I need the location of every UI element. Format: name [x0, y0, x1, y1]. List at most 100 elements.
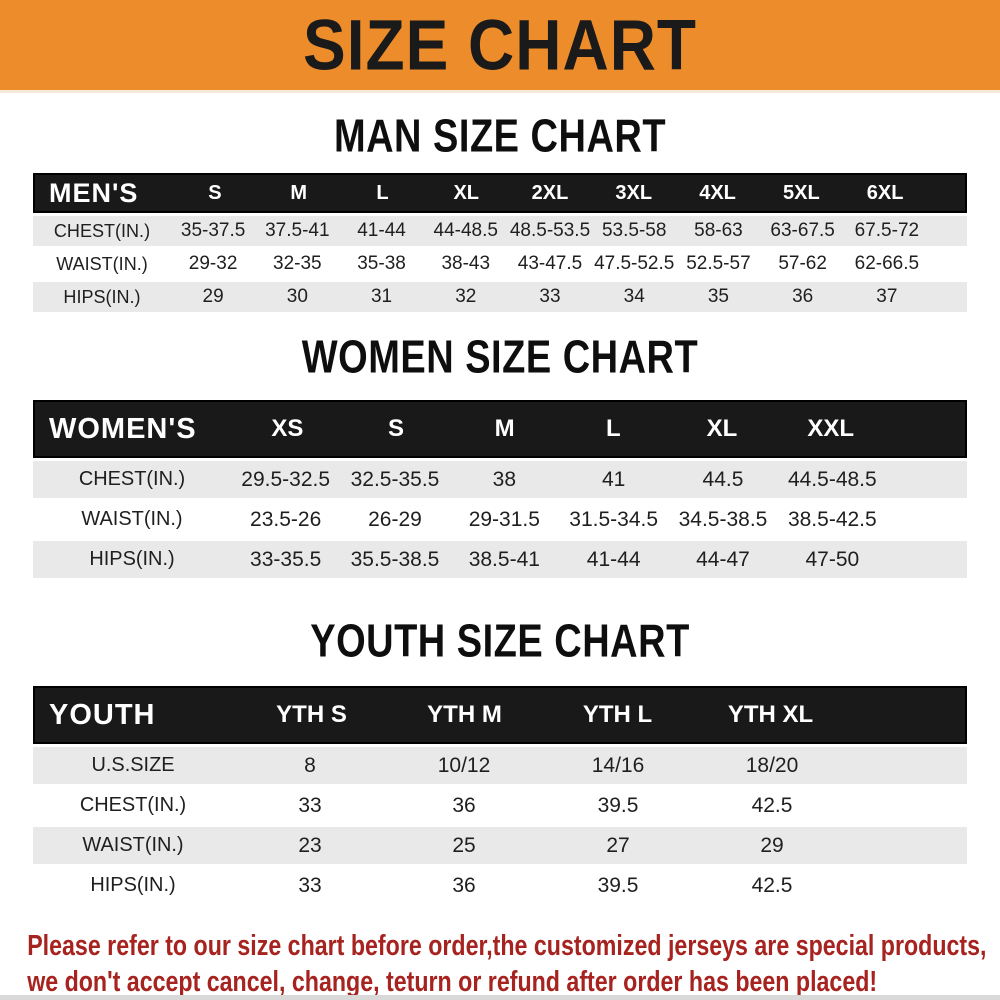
youth-table-header: YOUTH YTH S YTH M YTH L YTH XL [33, 686, 967, 744]
women-section-title: WOMEN SIZE CHART [301, 332, 699, 384]
footer-note-line2: we don't accept cancel, change, teturn o… [27, 966, 878, 998]
women-table-header: WOMEN'S XS S M L XL XXL [33, 400, 967, 458]
men-row-waist-in: WAIST(IN.) 29-32 32-35 35-38 38-43 43-47.5 47.… [33, 249, 967, 279]
youth-col-yth-m: YTH M [427, 701, 502, 728]
youth-chest-in-yth-m: 36 [452, 793, 476, 817]
youth-row-chest-in: CHEST(IN.) 33 36 39.5 42.5 [33, 787, 967, 824]
men-waist-in-l: 35-38 [357, 253, 406, 274]
bottom-edge-strip [0, 995, 1000, 1000]
men-chest-in-3xl: 53.5-58 [601, 220, 667, 241]
men-chest-in-5xl: 63-67.5 [770, 220, 835, 241]
men-hips-in-6xl: 37 [876, 286, 898, 307]
women-hips-in-l: 41-44 [586, 547, 641, 571]
men-waist-in-xl: 38-43 [441, 253, 491, 274]
men-section: MAN SIZE CHART MEN'S S M L XL 2XL 3XL 4XL 5XL 6XL… [0, 111, 1000, 312]
men-col-3xl: 3XL [615, 181, 653, 204]
women-col-l: L [605, 415, 621, 442]
women-chest-in-xl: 44.5 [702, 467, 744, 491]
women-chest-in-xs: 29.5-32.5 [241, 467, 331, 491]
women-header-label: WOMEN'S [49, 412, 197, 445]
youth-u-s-size-yth-m: 10/12 [437, 753, 491, 777]
youth-row-label-u-s-size: U.S.SIZE [91, 754, 175, 776]
women-col-s: S [387, 415, 404, 442]
youth-col-yth-xl: YTH XL [727, 701, 814, 728]
men-waist-in-3xl: 47.5-52.5 [594, 253, 675, 274]
youth-header-label: YOUTH [49, 698, 156, 731]
women-chest-in-l: 41 [601, 467, 626, 491]
men-waist-in-m: 32-35 [273, 253, 322, 274]
footer-note: Please refer to our size chart before or… [0, 928, 987, 1000]
women-row-chest-in: CHEST(IN.) 29.5-32.5 32.5-35.5 38 41 44.5 44.5… [33, 461, 967, 498]
women-hips-in-xxl: 47-50 [805, 547, 860, 571]
women-col-xxl: XXL [807, 415, 854, 442]
youth-row-label-hips-in: HIPS(IN.) [90, 874, 176, 896]
women-hips-in-xl: 44-47 [696, 547, 750, 571]
youth-waist-in-yth-m: 25 [452, 833, 476, 857]
men-col-6xl: 6XL [866, 181, 904, 204]
men-col-2xl: 2XL [531, 181, 569, 204]
men-waist-in-5xl: 57-62 [778, 253, 827, 274]
men-hips-in-s: 29 [202, 286, 224, 307]
youth-hips-in-yth-s: 33 [298, 873, 322, 897]
women-chest-in-s: 32.5-35.5 [350, 467, 440, 491]
men-row-label-hips-in: HIPS(IN.) [63, 286, 141, 307]
men-col-xl: XL [453, 181, 479, 204]
men-waist-in-4xl: 52.5-57 [686, 253, 751, 274]
men-table-header: MEN'S S M L XL 2XL 3XL 4XL 5XL 6XL [33, 173, 967, 213]
men-hips-in-4xl: 35 [707, 286, 729, 307]
men-hips-in-xl: 32 [455, 286, 477, 307]
youth-waist-in-yth-l: 27 [606, 833, 630, 857]
men-chest-in-2xl: 48.5-53.5 [509, 220, 591, 241]
women-chest-in-m: 38 [492, 467, 516, 491]
women-chest-in-xxl: 44.5-48.5 [787, 467, 877, 491]
women-col-xs: XS [271, 415, 304, 442]
men-hips-in-2xl: 33 [539, 286, 561, 307]
men-row-label-chest-in: CHEST(IN.) [53, 220, 151, 241]
women-hips-in-s: 35.5-38.5 [350, 547, 440, 571]
women-col-m: M [494, 415, 515, 442]
women-table-body: CHEST(IN.) 29.5-32.5 32.5-35.5 38 41 44.5 44.5… [33, 461, 967, 578]
men-waist-in-2xl: 43-47.5 [517, 253, 583, 274]
youth-row-label-chest-in: CHEST(IN.) [79, 794, 187, 816]
men-col-l: L [376, 181, 389, 204]
men-chest-in-xl: 44-48.5 [433, 220, 498, 241]
men-section-title: MAN SIZE CHART [333, 111, 667, 163]
youth-hips-in-yth-m: 36 [452, 873, 476, 897]
youth-u-s-size-yth-s: 8 [304, 753, 316, 777]
men-chest-in-6xl: 67.5-72 [854, 220, 920, 241]
footer-note-line1: Please refer to our size chart before or… [27, 930, 987, 962]
men-chest-in-l: 41-44 [357, 220, 406, 241]
women-waist-in-s: 26-29 [368, 507, 422, 531]
youth-table-body: U.S.SIZE 8 10/12 14/16 18/20 CHEST(IN.) 33 36 39… [33, 747, 967, 904]
men-table-body: CHEST(IN.) 35-37.5 37.5-41 41-44 44-48.5 48.5… [33, 216, 967, 312]
size-chart-banner: SIZE CHART [0, 0, 1000, 93]
youth-u-s-size-yth-xl: 18/20 [745, 753, 799, 777]
men-hips-in-3xl: 34 [623, 286, 645, 307]
women-row-label-hips-in: HIPS(IN.) [89, 548, 175, 570]
men-chest-in-4xl: 58-63 [694, 220, 743, 241]
men-waist-in-6xl: 62-66.5 [854, 253, 920, 274]
women-hips-in-m: 38.5-41 [468, 547, 540, 571]
men-col-m: M [290, 181, 307, 204]
women-waist-in-xs: 23.5-26 [250, 507, 322, 531]
youth-size-table: YOUTH YTH S YTH M YTH L YTH XL U.S.SIZE 8 10/1… [33, 686, 967, 904]
men-col-5xl: 5XL [782, 181, 820, 204]
men-chest-in-m: 37.5-41 [265, 220, 330, 241]
youth-col-yth-l: YTH L [582, 701, 653, 728]
men-hips-in-l: 31 [370, 286, 393, 307]
men-col-s: S [208, 181, 222, 204]
men-row-chest-in: CHEST(IN.) 35-37.5 37.5-41 41-44 44-48.5 48.5… [33, 216, 967, 246]
youth-section: YOUTH SIZE CHART YOUTH YTH S YTH M YTH L YTH… [0, 616, 1000, 904]
youth-waist-in-yth-s: 23 [298, 833, 322, 857]
men-hips-in-5xl: 36 [792, 286, 814, 307]
men-chest-in-s: 35-37.5 [180, 220, 246, 241]
women-row-label-waist-in: WAIST(IN.) [81, 508, 183, 530]
youth-chest-in-yth-s: 33 [298, 793, 322, 817]
women-row-waist-in: WAIST(IN.) 23.5-26 26-29 29-31.5 31.5-34.5 34… [33, 501, 967, 538]
youth-row-label-waist-in: WAIST(IN.) [82, 834, 184, 856]
men-waist-in-s: 29-32 [188, 253, 238, 274]
youth-chest-in-yth-l: 39.5 [597, 793, 639, 817]
men-col-4xl: 4XL [699, 181, 736, 204]
youth-col-yth-s: YTH S [276, 701, 347, 728]
youth-hips-in-yth-l: 39.5 [597, 873, 639, 897]
